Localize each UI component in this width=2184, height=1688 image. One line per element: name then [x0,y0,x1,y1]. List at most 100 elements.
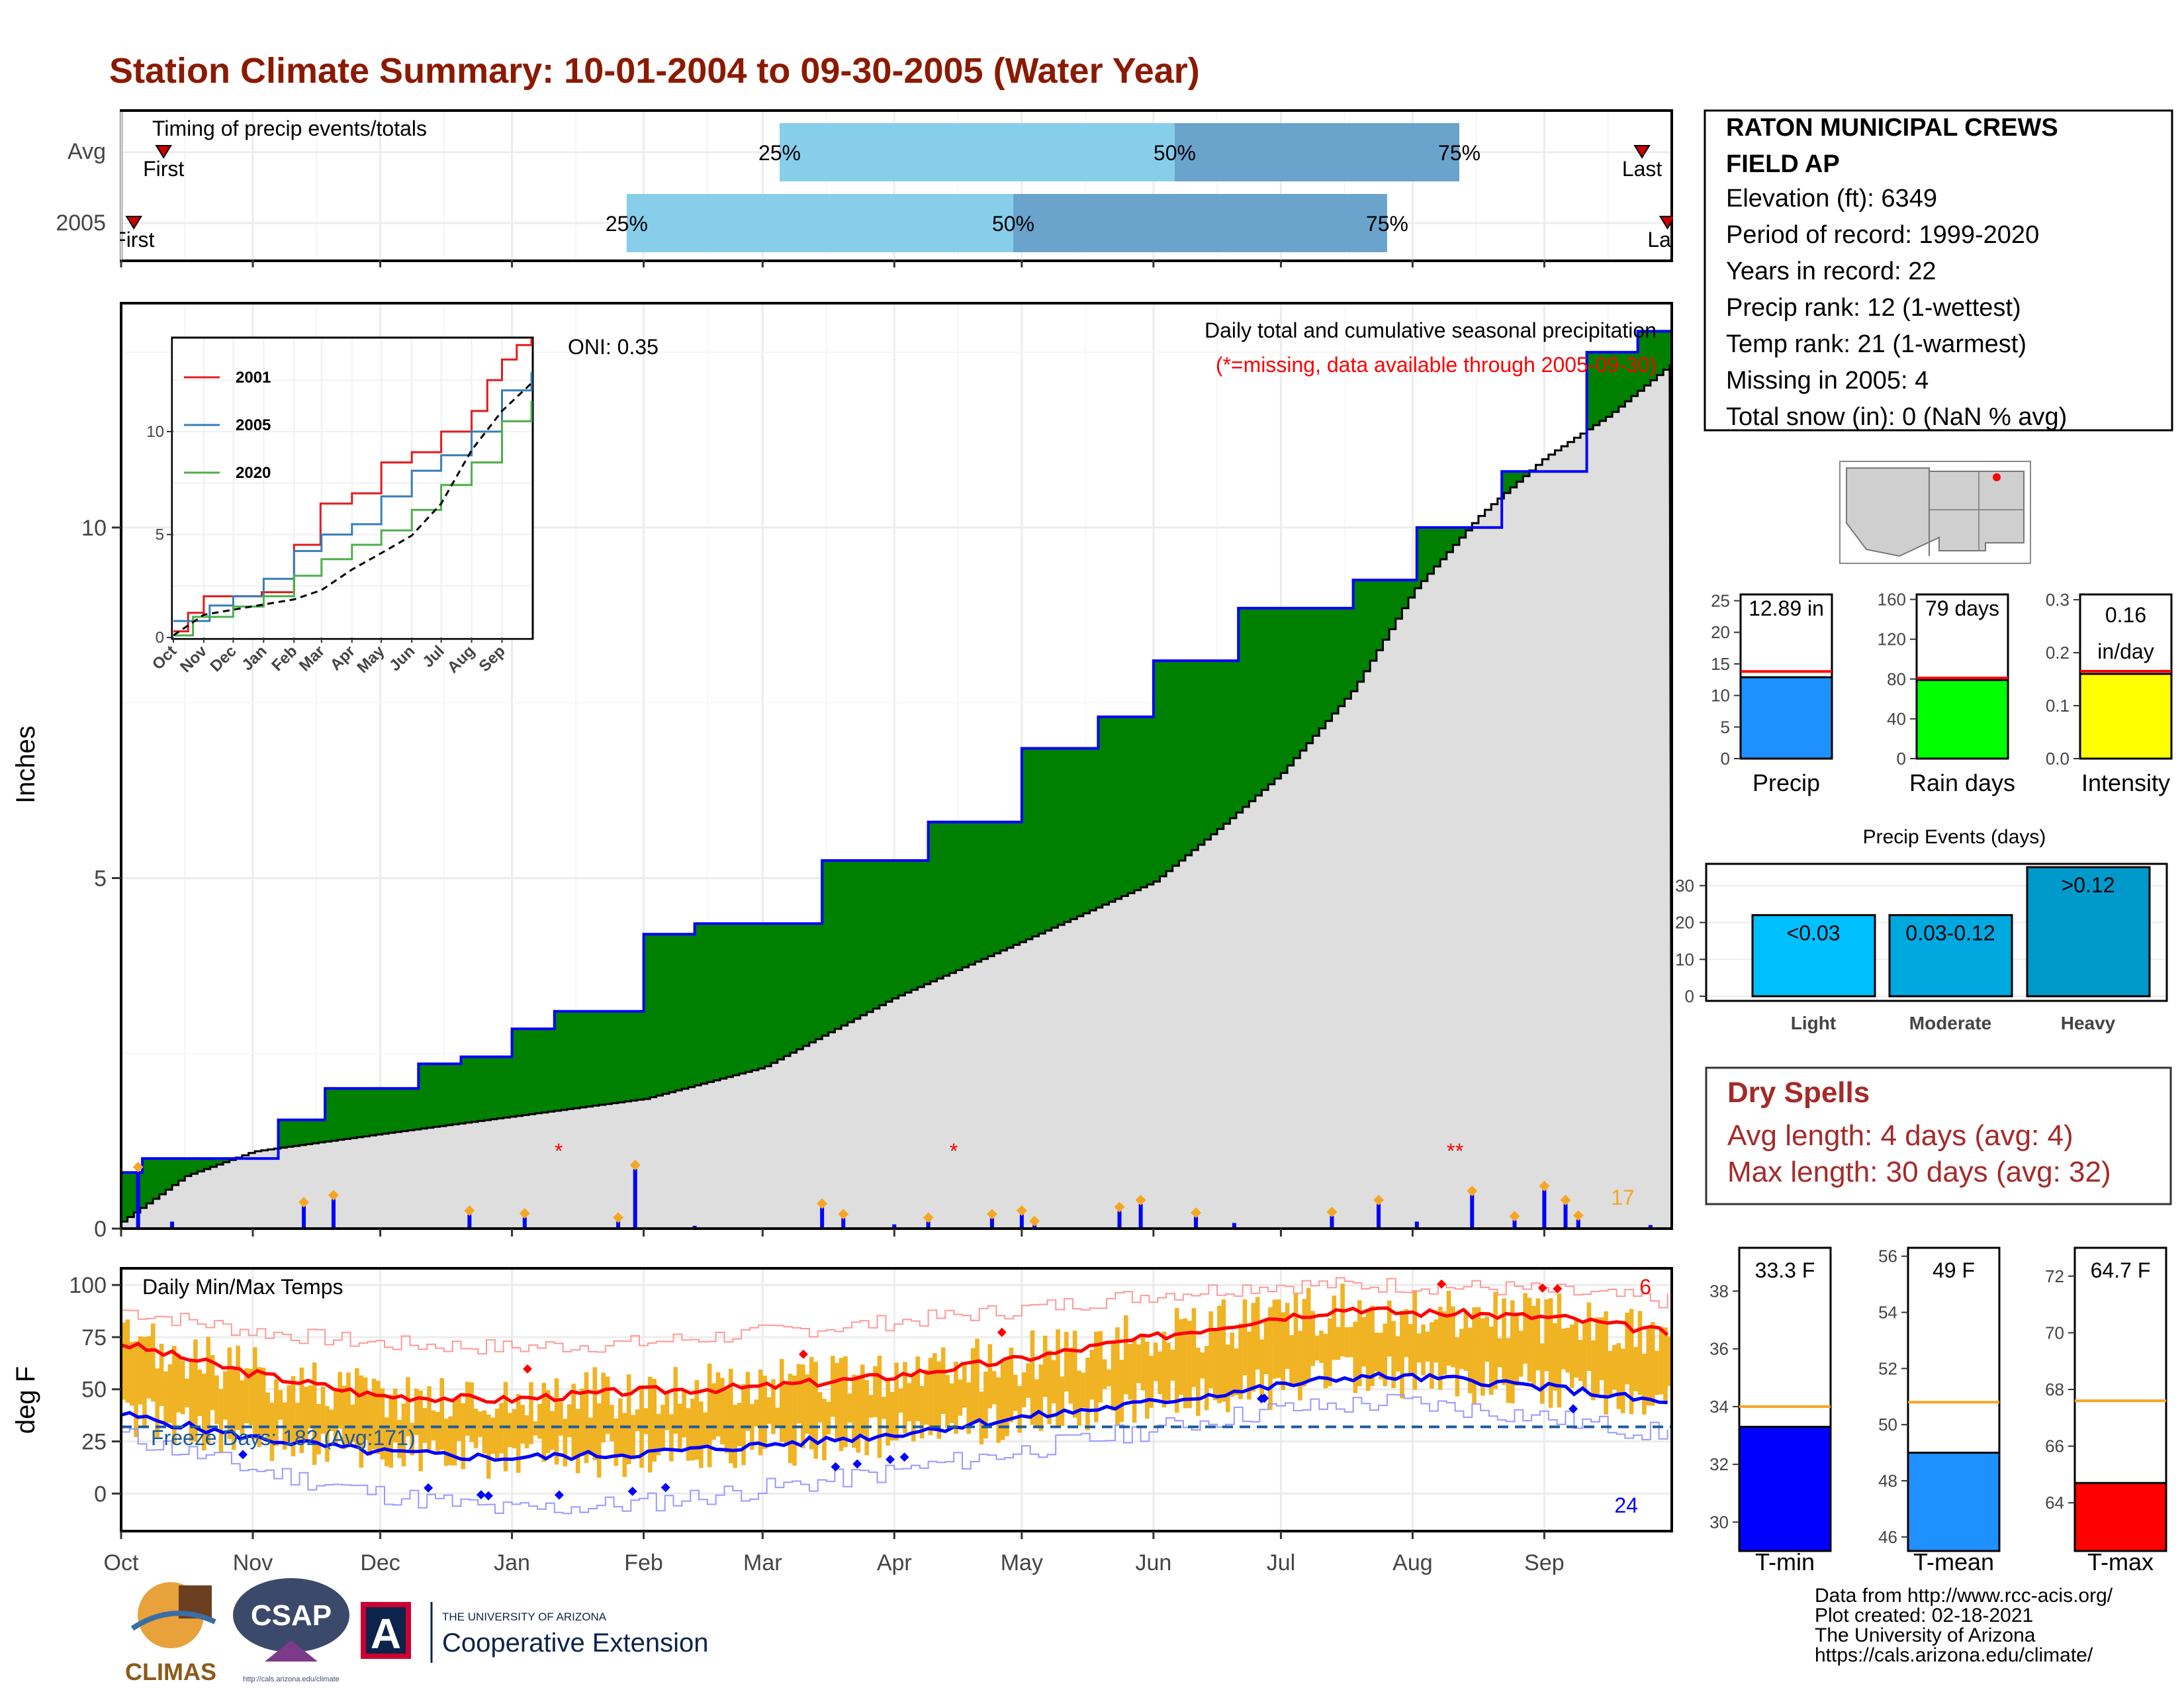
average-min-line [120,1371,1668,1462]
daily-precip-marker [923,1212,934,1223]
hot-record-marker [1437,1279,1447,1289]
timing-bar-q25-q50 [626,194,1014,252]
cold-record-marker [899,1452,909,1462]
daily-precip-marker [1114,1201,1125,1213]
station-years: Years in record: 22 [1726,258,1936,285]
daily-temp-bar [308,1385,313,1429]
summary-bar-value-label: 0.16 [2105,603,2146,627]
daily-temp-bar [1064,1332,1069,1392]
daily-temp-bar [418,1390,423,1472]
daily-precip-bar [1032,1225,1037,1229]
timing-q50-label: 50% [1154,141,1196,165]
climas-logo: CLIMAS [125,1582,216,1685]
daily-temp-bar [478,1411,482,1437]
summary-bar-category-label: Rain days [1909,769,2015,796]
temp-y-tick-label: 100 [69,1273,107,1298]
record-max-line [121,1277,1668,1355]
temp-summary-y-tick-label: 54 [1878,1303,1897,1323]
inset-lines [173,339,533,637]
daily-temp-bar [626,1374,631,1464]
daily-precip-bar [302,1206,306,1229]
daily-temp-bar [1383,1323,1388,1387]
daily-temp-bar [724,1389,729,1453]
daily-temp-bar [384,1417,389,1467]
daily-temp-bar [1569,1324,1574,1388]
daily-temp-bar [1238,1323,1243,1399]
daily-precip-marker [1029,1215,1040,1227]
x-axis-tick-label: May [1001,1550,1043,1575]
timing-panel-label: Timing of precip events/totals [152,117,427,140]
daily-temp-bar [223,1371,228,1420]
daily-temp-bar [1586,1302,1592,1372]
inset-legend-label: 2020 [236,464,271,482]
x-axis: Oct Nov Dec Jan Feb Mar Apr May Jun Jul Aug Sep [104,259,1565,1575]
event-bar-heavy [2026,866,2151,998]
daily-temp-bar [647,1376,653,1473]
daily-temp-bar [882,1397,886,1419]
daily-temp-bar [1149,1356,1154,1408]
daily-temp-bar [1400,1311,1404,1399]
summary-bar-category-label: Intensity [2081,769,2170,796]
temp-summary-value-label: 49 F [1933,1258,1975,1282]
x-axis-tick-label: Apr [877,1550,912,1575]
inset-y-tick-label: 10 [146,423,164,441]
daily-temp-bar [1208,1311,1213,1389]
daily-temp-bar [886,1380,891,1446]
summary-bar-category-label: Precip [1752,769,1820,796]
daily-temp-bar [1493,1291,1498,1389]
temp-y-tick-label: 50 [81,1378,107,1403]
cold-record-marker [1569,1404,1578,1414]
daily-temp-bar [545,1390,551,1454]
temp-summary-y-tick-label: 68 [2045,1380,2064,1399]
ua-logo-inner [366,1607,406,1654]
daily-temp-bar [363,1377,368,1440]
timing-row-avg-label: Avg [68,139,106,164]
daily-temp-bar [1514,1313,1520,1386]
daily-temp-bar [236,1345,240,1430]
daily-temp-bar [1009,1347,1014,1423]
daily-temp-bar [180,1360,185,1415]
daily-temp-bar [1578,1340,1583,1382]
daily-temp-bar [1302,1299,1307,1387]
daily-temp-bar [792,1375,797,1466]
summary-bar-y-tick-label: 20 [1711,622,1730,642]
daily-temp-bar [605,1376,610,1434]
daily-precip-bar [892,1224,897,1229]
daily-temp-bar [1595,1317,1600,1397]
summary-bar-y-tick-label: 5 [1721,717,1730,737]
daily-temp-bar [1187,1321,1192,1409]
daily-temp-bar [1123,1315,1128,1395]
daily-temp-bar [1230,1332,1235,1397]
daily-temp-bar [796,1364,801,1424]
daily-temp-bar [975,1338,979,1423]
daily-precip-bar [841,1218,846,1229]
timing-bar-q25-q50 [779,123,1175,181]
x-axis-tick-label: Nov [233,1550,273,1575]
daily-temp-bar [316,1403,321,1455]
daily-temp-bar [172,1346,177,1445]
temp-summary-y-tick-label: 30 [1709,1512,1729,1532]
daily-precip-marker [1572,1210,1584,1221]
daily-temp-bar [142,1336,147,1427]
timing-first-label: First [143,157,184,181]
daily-temp-bar [1349,1327,1353,1358]
daily-temp-bar [720,1378,725,1445]
daily-temp-bar [711,1383,716,1440]
daily-temp-bar [265,1392,270,1440]
daily-temp-bar [656,1413,661,1456]
daily-temp-bar [1047,1350,1052,1425]
daily-temp-bar [779,1359,784,1442]
event-bar-range-label: >0.12 [2062,873,2115,897]
daily-temp-bar [1310,1311,1315,1366]
daily-temp-bar [1395,1336,1400,1372]
daily-temp-bar [1404,1309,1409,1358]
timing-last-label: Last [1622,157,1662,181]
csap-logo-url: http://cals.arizona.edu/climate [243,1675,340,1683]
temp-y-label: deg F [11,1366,40,1434]
daily-temp-bar [664,1391,670,1430]
daily-precip-marker [1016,1205,1027,1216]
daily-temp-bar [1365,1309,1371,1391]
precip-events-bars: 0 10 20 30 <0.03 Light 0.03-0.12 Moderate >0.12 H… [1675,866,2165,1033]
summary-bar-intensity [2079,673,2173,760]
